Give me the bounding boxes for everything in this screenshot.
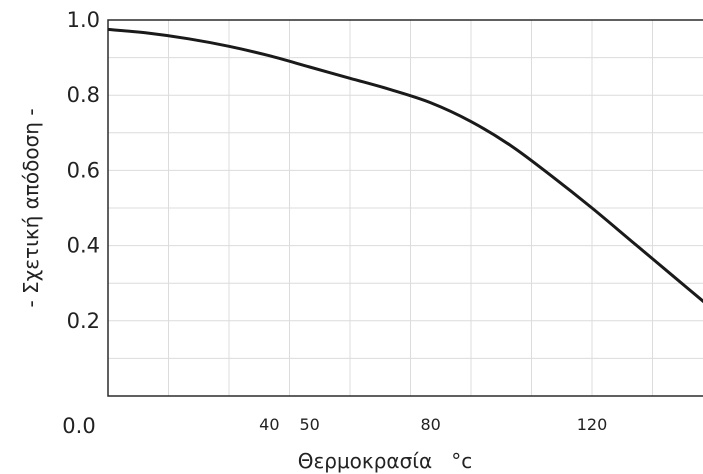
- y-tick-label: 0.6: [67, 158, 100, 182]
- x-tick-label: 0.0: [62, 414, 95, 438]
- y-tick-label: 0.8: [67, 83, 100, 107]
- y-tick-labels: 1.0 0.8 0.6 0.4 0.2: [67, 8, 100, 333]
- x-tick-label: 40: [259, 415, 279, 434]
- y-tick-label: 0.4: [67, 234, 100, 258]
- plot-frame: [107, 19, 703, 397]
- grid: [108, 20, 703, 396]
- x-tick-label: 80: [420, 415, 440, 434]
- series-line: [107, 27, 703, 304]
- series-group: [107, 27, 703, 304]
- y-tick-label: 1.0: [67, 8, 100, 32]
- y-tick-label: 0.2: [67, 309, 100, 333]
- x-tick-label: 120: [577, 415, 608, 434]
- x-axis-label: Θερμοκρασία °c: [298, 449, 473, 473]
- y-axis-label: - Σχετική απόδοση -: [19, 108, 43, 307]
- x-tick-label: 50: [299, 415, 319, 434]
- x-tick-labels: 0.0 40 50 80 120: [62, 414, 607, 438]
